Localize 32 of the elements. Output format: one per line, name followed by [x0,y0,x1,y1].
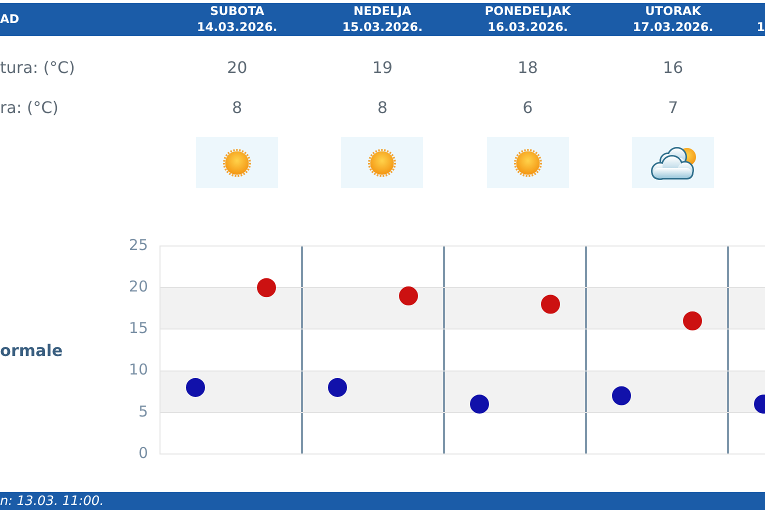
y-tick-label: 10 [128,360,148,379]
y-axis-title: ormale [0,340,63,362]
data-label: 8 [376,98,389,118]
data-label: 19 [371,58,394,78]
data-label: 20 [226,58,248,78]
y-tick-label: 15 [128,319,148,338]
data-label: 8 [231,98,244,118]
data-label: 18 [516,58,539,78]
category-label: UTORAK 17.03.2026. [632,3,714,35]
text: n: 13.03. 11:00. [0,493,104,510]
data-label: 7 [666,98,680,118]
category-label: SUBOTA 14.03.2026. [196,3,278,35]
point [328,378,347,397]
text: AD [0,12,20,27]
y-tick-label: 0 [138,444,148,462]
point [683,311,702,330]
y-tick-label: 20 [128,277,148,296]
category-label: NEDELJA 15.03.2026. [341,3,424,35]
point [541,294,560,314]
point [257,278,276,298]
category-label: PONEDELJAK 16.03.2026. [484,3,572,35]
point [399,286,418,306]
data-label: 6 [522,98,534,118]
point [470,394,489,414]
data-label: 16 [662,58,684,78]
legend-label: tura: (°C) [0,58,75,78]
category-label: 1 [756,19,765,35]
point [612,386,631,406]
point [186,378,205,397]
y-tick-label: 5 [138,402,148,420]
y-tick-label: 25 [128,236,148,254]
legend-label: ra: (°C) [0,98,59,118]
